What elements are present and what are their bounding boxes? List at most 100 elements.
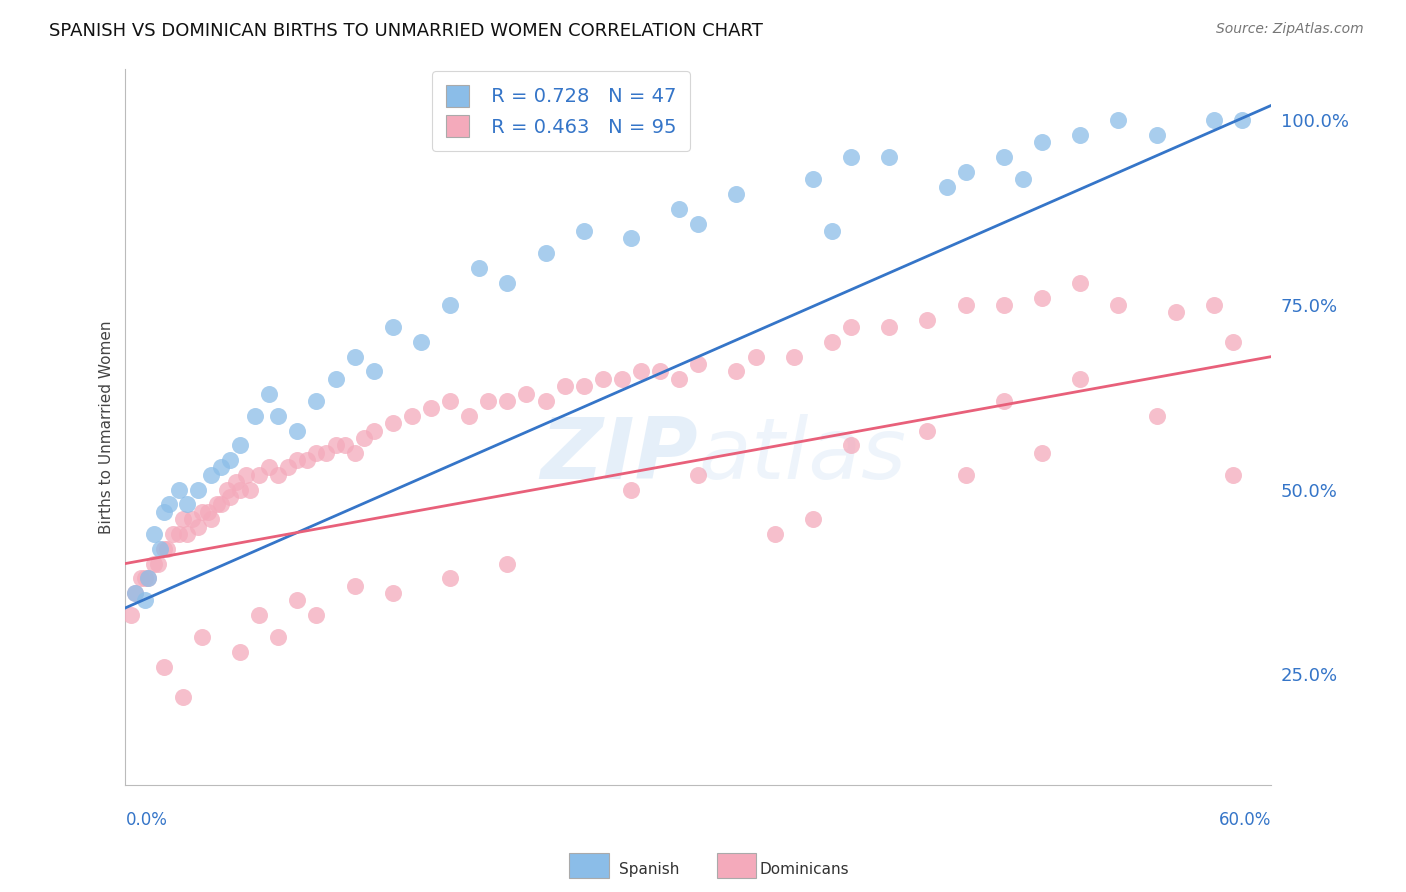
Y-axis label: Births to Unmarried Women: Births to Unmarried Women: [100, 320, 114, 533]
Text: ZIP: ZIP: [541, 414, 699, 497]
Point: [610, 372, 633, 386]
Point: [877, 320, 900, 334]
Point: [305, 608, 328, 623]
Point: [467, 260, 489, 275]
Point: [1031, 136, 1053, 150]
Point: [534, 394, 557, 409]
Point: [191, 505, 214, 519]
Text: 60.0%: 60.0%: [1219, 811, 1271, 829]
Point: [247, 608, 270, 623]
Point: [167, 483, 190, 497]
Point: [129, 571, 152, 585]
Point: [1069, 128, 1091, 142]
Point: [305, 446, 328, 460]
Point: [285, 593, 308, 607]
Point: [120, 608, 142, 623]
Point: [381, 416, 404, 430]
Point: [763, 527, 786, 541]
Point: [1146, 409, 1168, 423]
Point: [1202, 298, 1225, 312]
Point: [1164, 305, 1187, 319]
Point: [200, 467, 222, 482]
Point: [247, 467, 270, 482]
Point: [993, 394, 1015, 409]
Point: [917, 312, 939, 326]
Point: [191, 631, 214, 645]
Point: [955, 298, 977, 312]
Point: [143, 557, 166, 571]
Point: [725, 187, 748, 202]
Point: [477, 394, 499, 409]
Point: [124, 586, 146, 600]
Point: [267, 631, 290, 645]
Point: [181, 512, 204, 526]
Point: [783, 350, 806, 364]
Text: 0.0%: 0.0%: [125, 811, 167, 829]
Point: [496, 276, 519, 290]
Point: [333, 438, 356, 452]
Point: [152, 505, 174, 519]
Point: [187, 483, 209, 497]
Point: [295, 453, 318, 467]
Point: [993, 298, 1015, 312]
Point: [401, 409, 423, 423]
Point: [343, 350, 366, 364]
Point: [801, 512, 824, 526]
Point: [1232, 113, 1254, 128]
Point: [1031, 291, 1053, 305]
Text: atlas: atlas: [699, 414, 907, 497]
Point: [1146, 128, 1168, 142]
Point: [176, 497, 198, 511]
Point: [439, 571, 461, 585]
Point: [420, 401, 443, 416]
Point: [381, 320, 404, 334]
Point: [152, 541, 174, 556]
Point: [955, 165, 977, 179]
Point: [325, 372, 347, 386]
Point: [668, 202, 690, 216]
Point: [688, 467, 710, 482]
Point: [620, 483, 643, 497]
Point: [688, 357, 710, 371]
Point: [839, 150, 862, 164]
Point: [257, 386, 280, 401]
Point: [592, 372, 614, 386]
Point: [620, 231, 643, 245]
Point: [187, 519, 209, 533]
Text: SPANISH VS DOMINICAN BIRTHS TO UNMARRIED WOMEN CORRELATION CHART: SPANISH VS DOMINICAN BIRTHS TO UNMARRIED…: [49, 22, 763, 40]
Point: [668, 372, 690, 386]
Point: [162, 527, 184, 541]
Point: [744, 350, 766, 364]
Point: [1107, 298, 1129, 312]
Point: [821, 224, 844, 238]
Point: [138, 571, 160, 585]
Point: [157, 497, 180, 511]
Point: [143, 527, 166, 541]
Point: [877, 150, 900, 164]
Point: [821, 334, 844, 349]
Point: [225, 475, 247, 490]
Point: [285, 424, 308, 438]
Point: [381, 586, 404, 600]
Point: [146, 557, 169, 571]
Point: [343, 579, 366, 593]
Point: [134, 571, 156, 585]
Point: [458, 409, 481, 423]
Point: [325, 438, 347, 452]
Point: [572, 224, 595, 238]
Point: [648, 364, 671, 378]
Point: [277, 460, 299, 475]
Point: [1222, 467, 1244, 482]
Legend:  R = 0.728   N = 47,  R = 0.463   N = 95: R = 0.728 N = 47, R = 0.463 N = 95: [432, 71, 689, 151]
Point: [955, 467, 977, 482]
Point: [496, 394, 519, 409]
Point: [343, 446, 366, 460]
Text: Dominicans: Dominicans: [759, 863, 849, 877]
Point: [439, 298, 461, 312]
Point: [688, 217, 710, 231]
Point: [229, 645, 252, 659]
Point: [554, 379, 576, 393]
Point: [219, 453, 242, 467]
Point: [229, 438, 252, 452]
Point: [197, 505, 219, 519]
